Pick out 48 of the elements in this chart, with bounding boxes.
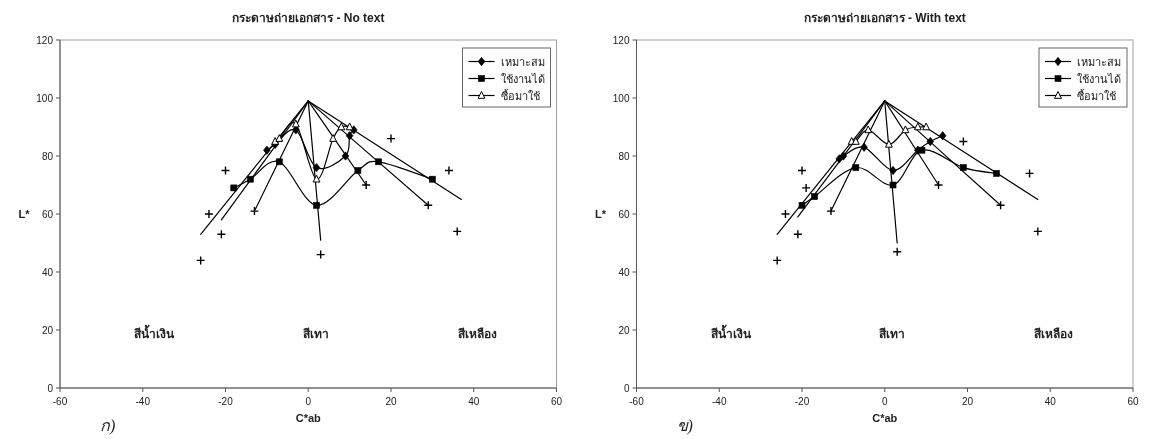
y-tick-label: 80 bbox=[618, 150, 630, 162]
x-tick-label: -60 bbox=[629, 396, 645, 407]
legend-label: ซื้อมาใช้ bbox=[1077, 87, 1116, 102]
x-axis-title: C*ab bbox=[295, 412, 322, 424]
x-tick-label: -40 bbox=[135, 396, 151, 407]
y-tick-label: 40 bbox=[618, 266, 630, 278]
legend-label: ซื้อมาใช้ bbox=[500, 87, 540, 102]
x-tick-label: 20 bbox=[385, 396, 397, 407]
x-tick-label: -20 bbox=[218, 396, 234, 407]
x-tick-label: -20 bbox=[794, 396, 810, 407]
y-tick-label: 120 bbox=[36, 34, 54, 46]
x-tick-label: -60 bbox=[52, 396, 68, 407]
x-axis-title: C*ab bbox=[872, 412, 898, 424]
y-tick-label: 60 bbox=[618, 208, 630, 220]
text: ก) bbox=[100, 417, 116, 435]
annotation: สีเหลือง bbox=[457, 326, 497, 341]
chart-title: กระดาษถ่ายเอกสาร - No text bbox=[232, 11, 385, 25]
x-tick-label: 0 bbox=[305, 396, 312, 407]
annotation: สีเทา bbox=[302, 326, 329, 341]
text: ข) bbox=[676, 417, 693, 435]
y-tick-label: 0 bbox=[623, 382, 630, 394]
x-tick-label: 20 bbox=[961, 396, 974, 407]
y-tick-label: 20 bbox=[41, 324, 54, 336]
y-tick-label: 20 bbox=[618, 324, 630, 336]
x-tick-label: 60 bbox=[550, 396, 563, 407]
y-tick-label: 80 bbox=[41, 150, 54, 162]
annotation: สีน้ำเงิน bbox=[134, 323, 176, 341]
annotation: สีเหลือง bbox=[1034, 326, 1074, 341]
legend-label: เหมาะสม bbox=[500, 55, 545, 68]
annotation: สีเทา bbox=[879, 326, 906, 341]
y-tick-label: 120 bbox=[612, 34, 630, 46]
annotation: สีน้ำเงิน bbox=[710, 323, 752, 341]
y-tick-label: 100 bbox=[36, 92, 54, 104]
y-tick-label: 40 bbox=[41, 266, 54, 278]
legend-label: ใช้งานได้ bbox=[1077, 72, 1121, 85]
y-axis-title: L* bbox=[18, 208, 31, 220]
x-tick-label: -40 bbox=[712, 396, 727, 407]
x-tick-label: 60 bbox=[1127, 396, 1139, 407]
y-tick-label: 100 bbox=[612, 92, 630, 104]
x-tick-label: 40 bbox=[468, 396, 480, 407]
legend-label: เหมาะสม bbox=[1077, 55, 1121, 68]
x-tick-label: 40 bbox=[1044, 396, 1057, 407]
chart-title: กระดาษถ่ายเอกสาร - With text bbox=[803, 11, 966, 25]
y-tick-label: 0 bbox=[47, 382, 54, 394]
y-tick-label: 60 bbox=[41, 208, 54, 220]
y-axis-title: L* bbox=[595, 208, 607, 220]
legend-label: ใช้งานได้ bbox=[500, 72, 545, 85]
x-tick-label: 0 bbox=[881, 396, 888, 407]
